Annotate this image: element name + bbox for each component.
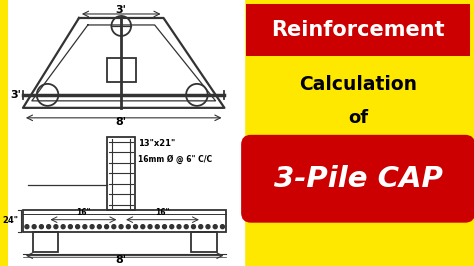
Circle shape — [191, 225, 195, 229]
Bar — [108, 137, 135, 210]
Bar — [8, 0, 244, 266]
Circle shape — [163, 225, 166, 229]
Circle shape — [213, 225, 217, 229]
Circle shape — [206, 225, 210, 229]
Text: of: of — [348, 109, 368, 127]
Circle shape — [61, 225, 65, 229]
Circle shape — [141, 225, 145, 229]
Text: Reinforcement: Reinforcement — [271, 20, 445, 40]
Circle shape — [184, 225, 188, 229]
Circle shape — [25, 225, 29, 229]
Text: 24": 24" — [2, 216, 18, 225]
FancyBboxPatch shape — [241, 135, 474, 223]
Circle shape — [105, 225, 109, 229]
Circle shape — [119, 225, 123, 229]
Circle shape — [199, 225, 203, 229]
Text: 13"x21": 13"x21" — [138, 139, 175, 148]
Circle shape — [76, 225, 80, 229]
Circle shape — [112, 225, 116, 229]
Text: 8': 8' — [116, 255, 127, 265]
Circle shape — [127, 225, 130, 229]
Circle shape — [83, 225, 87, 229]
Circle shape — [90, 225, 94, 229]
Bar — [23, 210, 227, 232]
Circle shape — [170, 225, 174, 229]
Circle shape — [54, 225, 58, 229]
Text: 3': 3' — [116, 5, 127, 15]
Text: 16mm Ø @ 6" C/C: 16mm Ø @ 6" C/C — [138, 155, 212, 164]
Bar — [246, 4, 470, 56]
Bar — [107, 58, 136, 82]
Text: 3': 3' — [11, 90, 21, 100]
Bar — [33, 232, 58, 252]
Circle shape — [46, 225, 51, 229]
Circle shape — [32, 225, 36, 229]
Text: 16": 16" — [76, 208, 90, 217]
Text: 8': 8' — [116, 117, 127, 127]
Circle shape — [97, 225, 101, 229]
Circle shape — [177, 225, 181, 229]
Circle shape — [220, 225, 224, 229]
Text: Calculation: Calculation — [299, 75, 417, 94]
Bar — [191, 232, 217, 252]
Circle shape — [39, 225, 43, 229]
Text: 3-Pile CAP: 3-Pile CAP — [273, 165, 443, 193]
Circle shape — [68, 225, 73, 229]
Circle shape — [148, 225, 152, 229]
Text: 16": 16" — [155, 208, 170, 217]
Circle shape — [155, 225, 159, 229]
Circle shape — [134, 225, 137, 229]
